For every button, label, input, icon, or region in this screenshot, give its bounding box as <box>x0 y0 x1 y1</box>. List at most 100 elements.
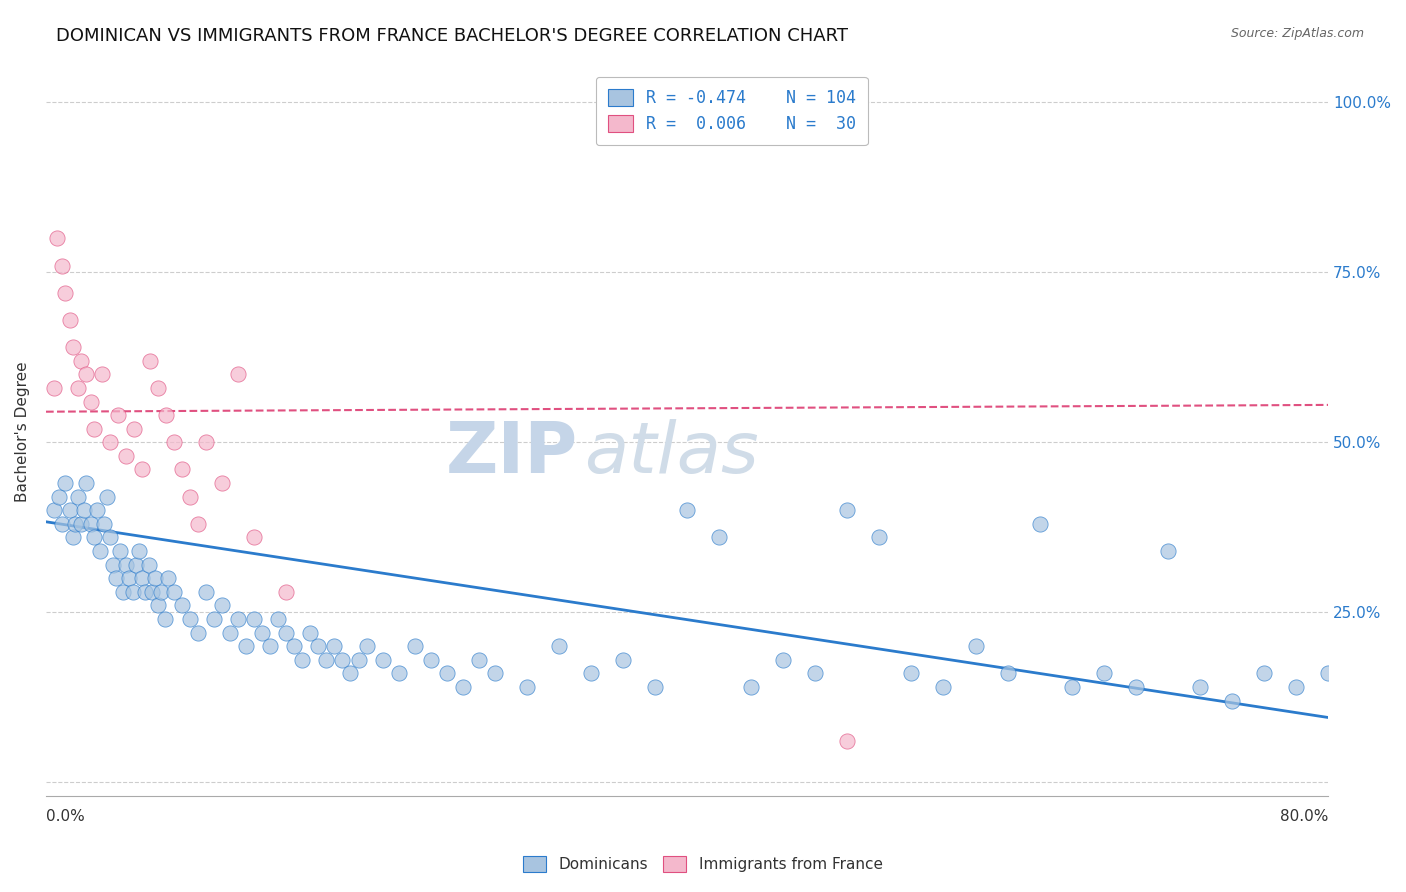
Point <box>48 490 70 504</box>
Point <box>111 584 134 599</box>
Point <box>63 516 86 531</box>
Point <box>299 625 322 640</box>
Point <box>579 666 602 681</box>
Point <box>42 381 65 395</box>
Point <box>267 612 290 626</box>
Point <box>1381 693 1403 707</box>
Point <box>347 653 370 667</box>
Point <box>772 653 794 667</box>
Point <box>105 571 128 585</box>
Point <box>740 680 762 694</box>
Point <box>307 639 329 653</box>
Point <box>1125 680 1147 694</box>
Point <box>339 666 361 681</box>
Point <box>172 462 194 476</box>
Point <box>125 558 148 572</box>
Point <box>1092 666 1115 681</box>
Point <box>211 476 233 491</box>
Point <box>804 666 827 681</box>
Text: ZIP: ZIP <box>446 419 578 489</box>
Point <box>172 599 194 613</box>
Point <box>103 558 125 572</box>
Point <box>1317 666 1340 681</box>
Point <box>371 653 394 667</box>
Y-axis label: Bachelor's Degree: Bachelor's Degree <box>15 362 30 502</box>
Point <box>467 653 489 667</box>
Point <box>276 584 298 599</box>
Point <box>141 584 163 599</box>
Point <box>163 435 186 450</box>
Point <box>1060 680 1083 694</box>
Point <box>1157 544 1180 558</box>
Point <box>134 584 156 599</box>
Legend: R = -0.474    N = 104, R =  0.006    N =  30: R = -0.474 N = 104, R = 0.006 N = 30 <box>596 77 868 145</box>
Point <box>139 353 162 368</box>
Point <box>146 381 169 395</box>
Point <box>62 530 84 544</box>
Point <box>676 503 699 517</box>
Point <box>837 734 859 748</box>
Text: 80.0%: 80.0% <box>1279 809 1329 824</box>
Point <box>997 666 1019 681</box>
Point <box>1253 666 1275 681</box>
Point <box>107 408 129 422</box>
Point <box>83 422 105 436</box>
Point <box>283 639 305 653</box>
Point <box>226 612 249 626</box>
Point <box>276 625 298 640</box>
Point <box>53 285 76 300</box>
Point <box>243 612 266 626</box>
Point <box>259 639 281 653</box>
Point <box>46 231 69 245</box>
Point <box>243 530 266 544</box>
Point <box>128 544 150 558</box>
Point <box>187 516 209 531</box>
Point <box>612 653 634 667</box>
Point <box>73 503 96 517</box>
Point <box>868 530 890 544</box>
Point <box>155 408 177 422</box>
Point <box>156 571 179 585</box>
Point <box>219 625 242 640</box>
Point <box>153 612 176 626</box>
Point <box>115 449 138 463</box>
Point <box>1188 680 1211 694</box>
Text: DOMINICAN VS IMMIGRANTS FROM FRANCE BACHELOR'S DEGREE CORRELATION CHART: DOMINICAN VS IMMIGRANTS FROM FRANCE BACH… <box>56 27 848 45</box>
Point <box>53 476 76 491</box>
Point <box>356 639 378 653</box>
Point <box>332 653 354 667</box>
Text: atlas: atlas <box>585 419 759 489</box>
Point <box>42 503 65 517</box>
Point <box>70 353 93 368</box>
Point <box>75 368 97 382</box>
Point <box>1285 680 1308 694</box>
Point <box>179 612 201 626</box>
Point <box>122 422 145 436</box>
Point <box>404 639 426 653</box>
Point <box>419 653 441 667</box>
Point <box>146 599 169 613</box>
Point <box>59 503 82 517</box>
Point <box>179 490 201 504</box>
Point <box>252 625 274 640</box>
Point <box>98 435 121 450</box>
Point <box>138 558 160 572</box>
Point <box>235 639 257 653</box>
Point <box>51 259 73 273</box>
Point <box>1028 516 1050 531</box>
Point <box>195 435 218 450</box>
Point <box>131 571 153 585</box>
Point <box>96 490 118 504</box>
Point <box>51 516 73 531</box>
Point <box>150 584 173 599</box>
Point <box>115 558 138 572</box>
Point <box>644 680 666 694</box>
Point <box>143 571 166 585</box>
Point <box>121 584 143 599</box>
Point <box>62 340 84 354</box>
Point <box>436 666 458 681</box>
Point <box>516 680 538 694</box>
Point <box>323 639 346 653</box>
Point <box>118 571 141 585</box>
Point <box>932 680 955 694</box>
